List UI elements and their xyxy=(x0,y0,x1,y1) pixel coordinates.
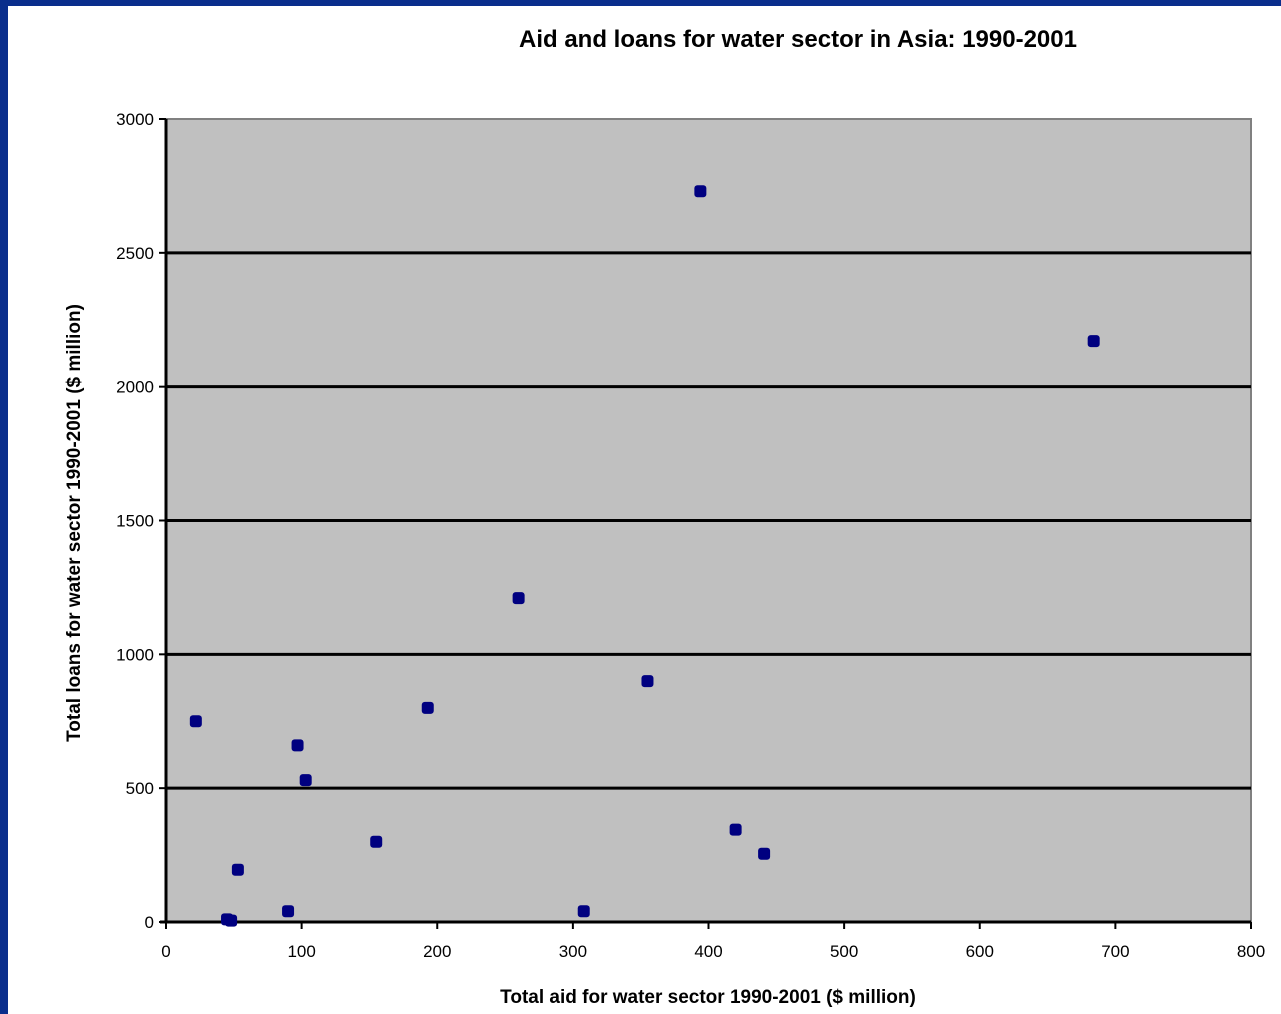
data-point xyxy=(370,835,383,848)
data-points xyxy=(189,185,1100,927)
x-tick-label: 700 xyxy=(1101,942,1129,961)
data-point xyxy=(512,592,525,605)
data-point xyxy=(299,774,312,787)
x-tick-label: 500 xyxy=(830,942,858,961)
y-tick-label: 500 xyxy=(126,779,154,798)
y-tick-label: 2500 xyxy=(116,244,154,263)
scatter-chart: Aid and loans for water sector in Asia: … xyxy=(64,26,1265,1008)
data-point xyxy=(729,823,742,836)
data-point xyxy=(694,185,707,198)
x-axis-label: Total aid for water sector 1990-2001 ($ … xyxy=(500,987,916,1008)
data-point xyxy=(225,914,238,927)
x-tick-label: 300 xyxy=(559,942,587,961)
x-tick-label: 600 xyxy=(966,942,994,961)
y-tick-label: 2000 xyxy=(116,378,154,397)
data-point xyxy=(189,715,202,728)
y-tick-label: 3000 xyxy=(116,110,154,129)
data-point xyxy=(641,675,654,688)
x-tick-label: 200 xyxy=(423,942,451,961)
data-point xyxy=(291,739,304,752)
chart-title: Aid and loans for water sector in Asia: … xyxy=(519,26,1077,53)
slide-frame: Aid and loans for water sector in Asia: … xyxy=(8,6,1281,1014)
x-tick-label: 100 xyxy=(287,942,315,961)
x-tick-label: 800 xyxy=(1237,942,1265,961)
y-tick-label: 1000 xyxy=(116,645,154,664)
x-tick-label: 400 xyxy=(694,942,722,961)
x-tick-label: 0 xyxy=(161,942,170,961)
gridlines xyxy=(166,251,1251,790)
data-point xyxy=(282,905,295,918)
data-point xyxy=(231,863,244,876)
data-point xyxy=(577,905,590,918)
y-axis-ticks: 0 500 1000 1500 2000 2500 3000 xyxy=(116,110,166,932)
y-axis-label: Total loans for water sector 1990-2001 (… xyxy=(64,304,85,742)
data-point xyxy=(758,847,771,860)
y-tick-label: 0 xyxy=(145,913,154,932)
x-axis-ticks: 0 100 200 300 400 500 600 700 800 xyxy=(161,922,1265,961)
data-point xyxy=(421,701,434,714)
y-tick-label: 1500 xyxy=(116,512,154,531)
data-point xyxy=(1087,335,1100,348)
